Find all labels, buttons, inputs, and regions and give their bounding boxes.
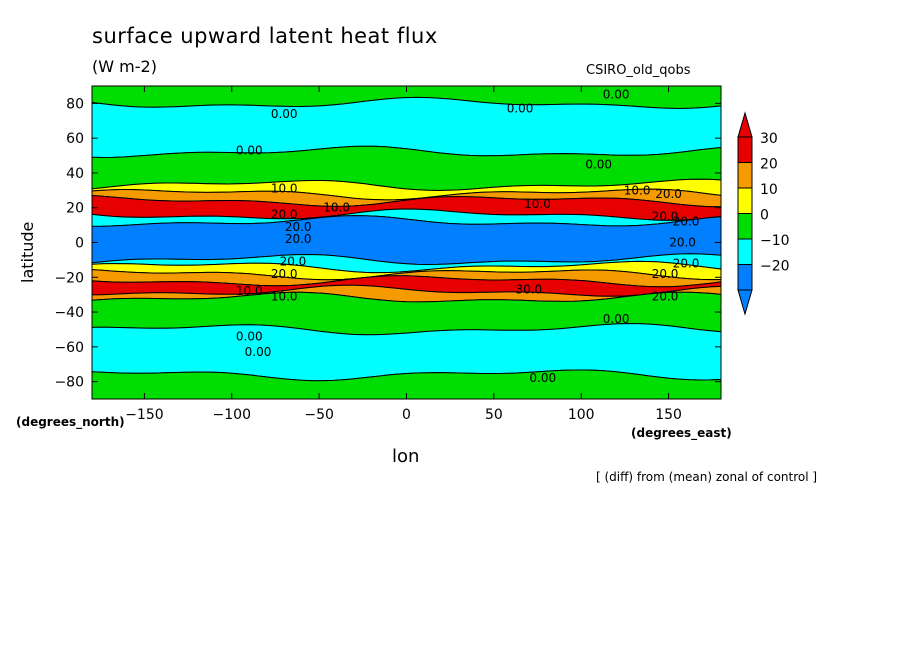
x-tick-label: 50	[485, 407, 503, 423]
contour-label: 20.0	[271, 267, 298, 281]
contour-label: 0.00	[529, 371, 556, 385]
y-tick-label: 20	[66, 201, 84, 217]
contour-label: 20.0	[673, 215, 700, 229]
contour-band	[92, 369, 721, 399]
colorbar-swatch	[737, 136, 753, 163]
y-tick-label: −80	[54, 375, 84, 391]
colorbar-swatch	[737, 238, 753, 265]
contour-label: 30.0	[515, 282, 542, 296]
contour-label: 20.0	[280, 255, 307, 269]
y-units-label: (degrees_north)	[16, 415, 125, 429]
units-label: (W m-2)	[92, 57, 157, 76]
contour-label: 20.0	[271, 208, 298, 222]
x-units-label: (degrees_east)	[631, 426, 732, 440]
colorbar-label: 20	[760, 157, 778, 173]
colorbar-label: 10	[760, 182, 778, 198]
chart-title: surface upward latent heat flux	[92, 24, 438, 48]
colorbar-label: −20	[760, 259, 790, 275]
y-tick-label: 80	[66, 96, 84, 112]
colorbar-extend-low	[737, 289, 753, 316]
axes: −150 −100 −50 0 50 100 150 80 60 40 20 0 −20 −40 −60 −8…	[54, 86, 721, 423]
colorbar-label: −10	[760, 233, 790, 249]
contour-label: 20.0	[652, 267, 679, 281]
y-tick-label: 60	[66, 131, 84, 147]
contour-label: 10.0	[323, 201, 350, 215]
contour-label: 10.0	[271, 182, 298, 196]
contour-label: 20.0	[285, 232, 312, 246]
colorbar-extend-high	[737, 111, 753, 138]
contour-label: 0.00	[603, 312, 630, 326]
contour-label: 0.00	[271, 107, 298, 121]
contour-label: 0.00	[603, 88, 630, 102]
model-label: CSIRO_old_qobs	[586, 63, 691, 78]
contour-label: 20.0	[669, 236, 696, 250]
contour-label: 10.0	[271, 289, 298, 303]
x-tick-label: −150	[125, 407, 163, 423]
colorbar-swatch	[737, 162, 753, 189]
contour-label: 20.0	[673, 256, 700, 270]
colorbar-swatch	[737, 213, 753, 240]
x-tick-label: −50	[304, 407, 334, 423]
contour-label: 10.0	[624, 183, 651, 197]
colorbar: 30 20 10 0 −10 −20	[737, 111, 790, 316]
x-tick-label: 0	[402, 407, 411, 423]
y-tick-label: −20	[54, 270, 84, 286]
y-tick-label: 0	[75, 236, 84, 252]
y-tick-label: −60	[54, 340, 84, 356]
y-tick-label: 40	[66, 166, 84, 182]
contour-label: 0.00	[236, 143, 263, 157]
colorbar-swatch	[737, 264, 753, 291]
contour-label: 0.00	[236, 329, 263, 343]
contour-label: 0.00	[245, 345, 272, 359]
contour-label: 10.0	[524, 197, 551, 211]
contour-label: 20.0	[652, 289, 679, 303]
y-tick-label: −40	[54, 305, 84, 321]
colorbar-label: 0	[760, 208, 769, 224]
contour-label: 10.0	[236, 284, 263, 298]
x-tick-label: 150	[655, 407, 682, 423]
footnote: [ (diff) from (mean) zonal of control ]	[596, 470, 818, 484]
colorbar-label: 30	[760, 131, 778, 147]
colorbar-swatch	[737, 187, 753, 214]
contour-label: 20.0	[655, 187, 682, 201]
contour-label: 0.00	[585, 157, 612, 171]
x-tick-label: 100	[568, 407, 595, 423]
filled-contours	[92, 86, 721, 399]
x-tick-label: −100	[213, 407, 251, 423]
contour-label: 0.00	[507, 102, 534, 116]
x-axis-title: lon	[392, 446, 420, 467]
contour-label: 20.0	[285, 220, 312, 234]
contour-label: 20.0	[652, 209, 679, 223]
